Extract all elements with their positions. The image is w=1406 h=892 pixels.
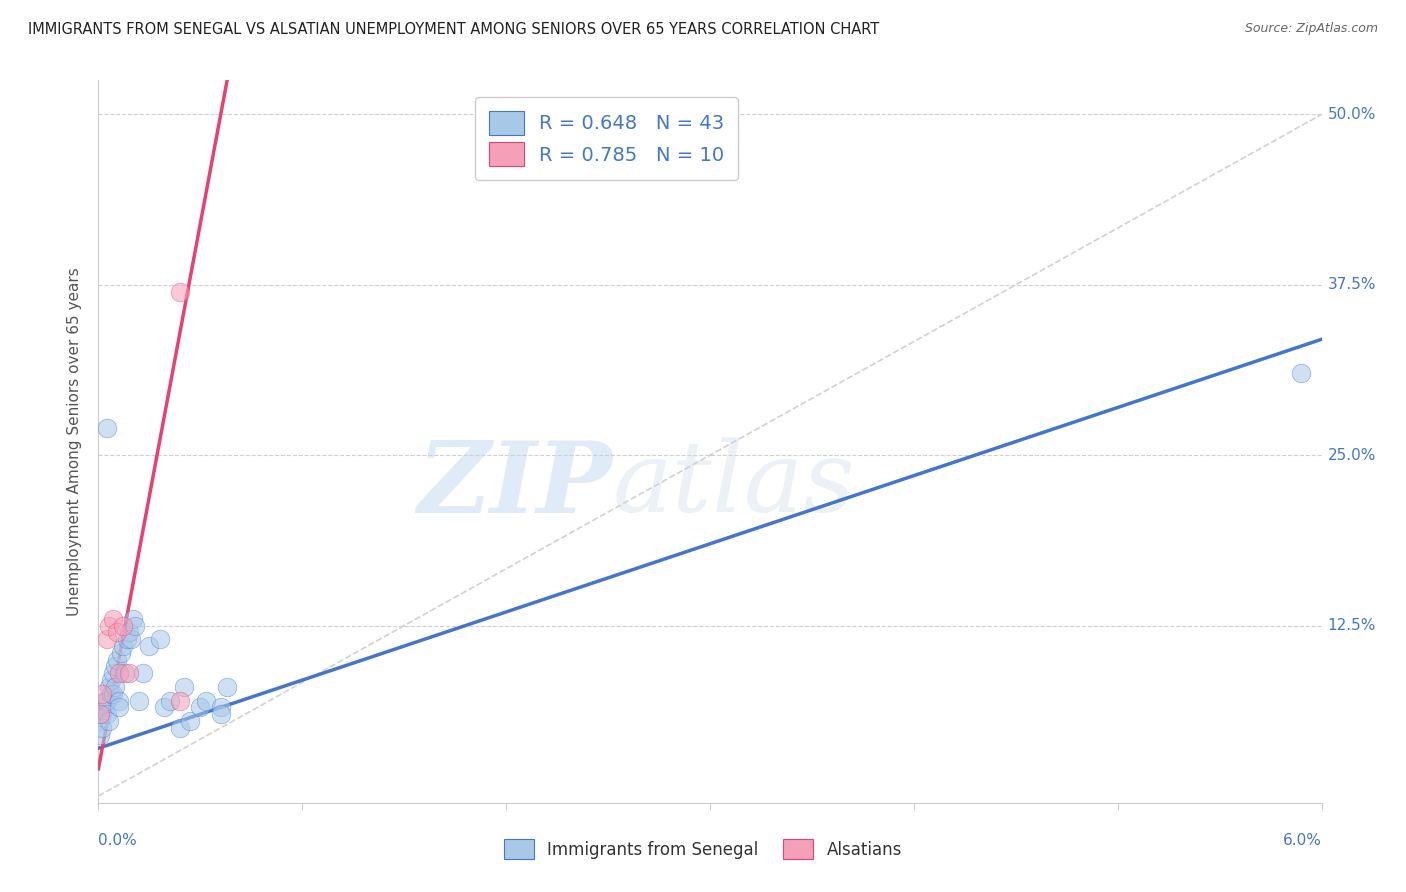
Point bbox=[89, 728, 111, 742]
Point bbox=[111, 618, 134, 632]
Point bbox=[111, 639, 134, 653]
Point bbox=[124, 618, 146, 632]
Point bbox=[104, 659, 127, 673]
Point bbox=[110, 646, 132, 660]
Point bbox=[209, 707, 232, 722]
Point bbox=[115, 632, 138, 647]
Point bbox=[100, 673, 122, 687]
Point bbox=[195, 693, 218, 707]
Point bbox=[101, 687, 124, 701]
Point bbox=[128, 693, 150, 707]
Point bbox=[118, 625, 141, 640]
Point bbox=[97, 618, 120, 632]
Text: 12.5%: 12.5% bbox=[1327, 618, 1376, 633]
Point bbox=[173, 680, 195, 694]
Text: Source: ZipAtlas.com: Source: ZipAtlas.com bbox=[1244, 22, 1378, 36]
Point bbox=[149, 632, 172, 647]
Point bbox=[96, 707, 118, 722]
Point bbox=[118, 666, 141, 681]
Point bbox=[93, 693, 115, 707]
Point bbox=[93, 700, 115, 714]
Legend: Immigrants from Senegal, Alsatians: Immigrants from Senegal, Alsatians bbox=[495, 830, 911, 868]
Point bbox=[96, 421, 118, 435]
Point bbox=[108, 693, 131, 707]
Point bbox=[97, 680, 120, 694]
Point bbox=[89, 714, 111, 728]
Point bbox=[138, 639, 160, 653]
Text: 0.0%: 0.0% bbox=[98, 833, 138, 848]
Text: IMMIGRANTS FROM SENEGAL VS ALSATIAN UNEMPLOYMENT AMONG SENIORS OVER 65 YEARS COR: IMMIGRANTS FROM SENEGAL VS ALSATIAN UNEM… bbox=[28, 22, 879, 37]
Text: atlas: atlas bbox=[612, 437, 855, 533]
Point bbox=[159, 693, 181, 707]
Point bbox=[114, 666, 136, 681]
Point bbox=[105, 625, 128, 640]
Point bbox=[101, 612, 124, 626]
Point bbox=[108, 666, 131, 681]
Point bbox=[97, 714, 120, 728]
Text: 50.0%: 50.0% bbox=[1327, 107, 1376, 122]
Point bbox=[91, 721, 114, 735]
Point bbox=[179, 714, 201, 728]
Text: ZIP: ZIP bbox=[418, 437, 612, 533]
Point bbox=[209, 700, 232, 714]
Legend: R = 0.648   N = 43, R = 0.785   N = 10: R = 0.648 N = 43, R = 0.785 N = 10 bbox=[475, 97, 738, 179]
Point bbox=[152, 700, 174, 714]
Point bbox=[104, 680, 127, 694]
Point bbox=[169, 285, 191, 299]
Point bbox=[132, 666, 155, 681]
Text: 6.0%: 6.0% bbox=[1282, 833, 1322, 848]
Point bbox=[120, 632, 142, 647]
Point bbox=[108, 700, 131, 714]
Point bbox=[101, 666, 124, 681]
Point bbox=[122, 612, 145, 626]
Point bbox=[188, 700, 212, 714]
Point bbox=[96, 693, 118, 707]
Point bbox=[215, 680, 238, 694]
Y-axis label: Unemployment Among Seniors over 65 years: Unemployment Among Seniors over 65 years bbox=[67, 268, 83, 615]
Point bbox=[100, 687, 122, 701]
Text: 25.0%: 25.0% bbox=[1327, 448, 1376, 463]
Point bbox=[91, 687, 114, 701]
Point bbox=[169, 721, 191, 735]
Text: 37.5%: 37.5% bbox=[1327, 277, 1376, 293]
Point bbox=[91, 707, 114, 722]
Point bbox=[105, 653, 128, 667]
Point bbox=[96, 632, 118, 647]
Point bbox=[89, 707, 111, 722]
Point bbox=[1289, 367, 1312, 381]
Point bbox=[169, 693, 191, 707]
